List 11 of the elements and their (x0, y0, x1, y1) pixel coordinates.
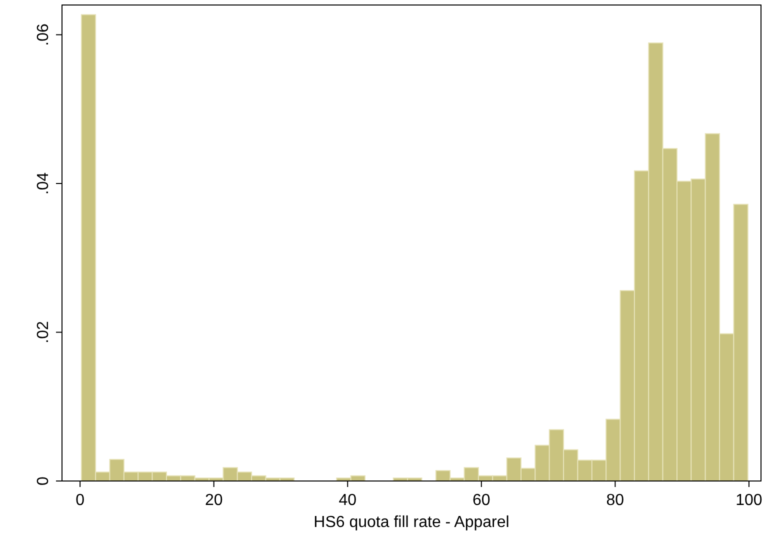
x-tick-label: 60 (472, 492, 490, 509)
x-tick-label: 80 (606, 492, 624, 509)
x-tick-label: 40 (338, 492, 357, 509)
x-tick-label: 20 (204, 492, 223, 509)
y-tick-label: .04 (35, 172, 52, 195)
x-tick-label: 100 (736, 492, 762, 509)
x-axis-title: HS6 quota fill rate - Apparel (314, 514, 510, 531)
y-tick-label: .06 (35, 24, 52, 46)
y-tick-label: .02 (35, 321, 52, 344)
x-tick-label: 0 (76, 492, 85, 509)
y-tick-label: 0 (35, 476, 52, 486)
